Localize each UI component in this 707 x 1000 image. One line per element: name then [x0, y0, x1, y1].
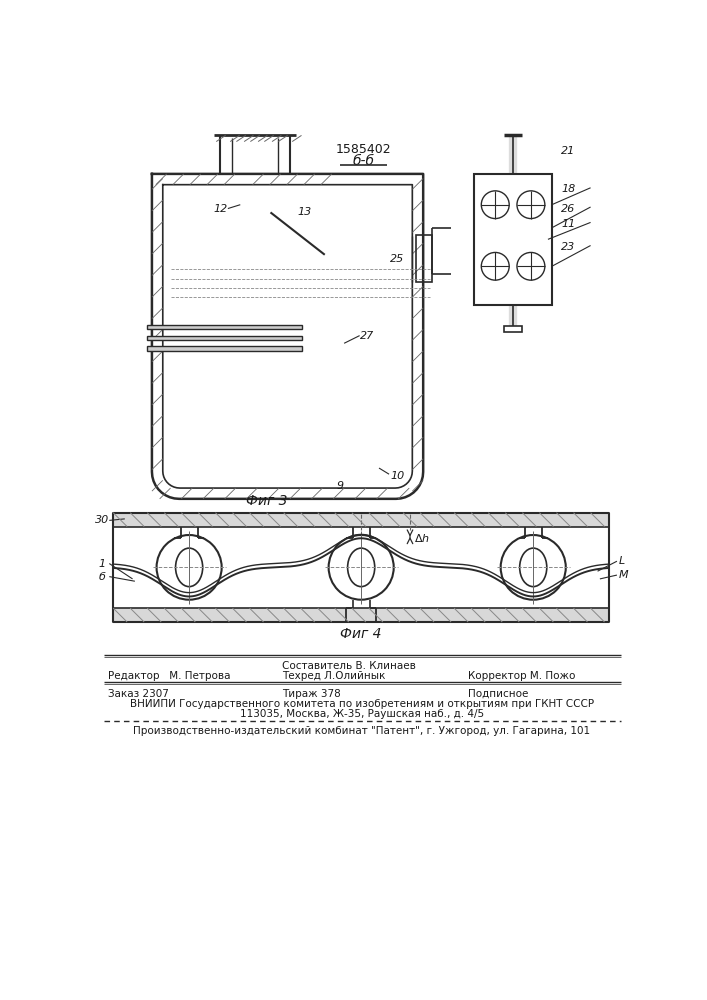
Text: Редактор   М. Петрова: Редактор М. Петрова — [107, 671, 230, 681]
Text: 10: 10 — [391, 471, 405, 481]
Text: 27: 27 — [360, 331, 374, 341]
Text: 113035, Москва, Ж-35, Раушская наб., д. 4/5: 113035, Москва, Ж-35, Раушская наб., д. … — [240, 709, 484, 719]
Text: Производственно-издательский комбинат "Патент", г. Ужгород, ул. Гагарина, 101: Производственно-издательский комбинат "П… — [134, 726, 590, 736]
Text: 13: 13 — [298, 207, 312, 217]
Text: 23: 23 — [561, 242, 575, 252]
Text: 30: 30 — [95, 515, 110, 525]
Text: Фиг 3: Фиг 3 — [246, 494, 287, 508]
Text: б: б — [98, 572, 105, 582]
Text: Заказ 2307: Заказ 2307 — [107, 689, 169, 699]
Text: 26: 26 — [561, 204, 575, 214]
Text: б-б: б-б — [353, 154, 375, 168]
Text: 1: 1 — [98, 559, 105, 569]
Bar — [113, 608, 609, 622]
Bar — [416, 235, 432, 282]
Text: L: L — [619, 556, 625, 566]
Text: M: M — [619, 570, 628, 580]
Text: 1585402: 1585402 — [336, 143, 391, 156]
Text: Подписное: Подписное — [468, 689, 529, 699]
Bar — [147, 336, 303, 340]
Text: 18: 18 — [561, 184, 575, 194]
Text: 12: 12 — [214, 204, 228, 214]
Text: Тираж 378: Тираж 378 — [282, 689, 341, 699]
Bar — [113, 513, 609, 527]
Bar — [474, 174, 552, 305]
Text: Корректор М. Пожо: Корректор М. Пожо — [468, 671, 575, 681]
Text: 9: 9 — [337, 481, 344, 491]
Bar — [504, 326, 522, 332]
Text: Составитель В. Клинаев: Составитель В. Клинаев — [282, 661, 416, 671]
Text: 25: 25 — [390, 254, 404, 264]
Bar — [147, 325, 303, 329]
Text: 21: 21 — [561, 146, 575, 156]
Text: $\Delta h$: $\Delta h$ — [414, 532, 430, 544]
Text: Фиг 4: Фиг 4 — [341, 627, 382, 641]
Text: Техред Л.Олийнык: Техред Л.Олийнык — [282, 671, 385, 681]
Bar — [147, 346, 303, 351]
Text: 11: 11 — [561, 219, 575, 229]
Text: ВНИИПИ Государственного комитета по изобретениям и открытиям при ГКНТ СССР: ВНИИПИ Государственного комитета по изоб… — [130, 699, 594, 709]
